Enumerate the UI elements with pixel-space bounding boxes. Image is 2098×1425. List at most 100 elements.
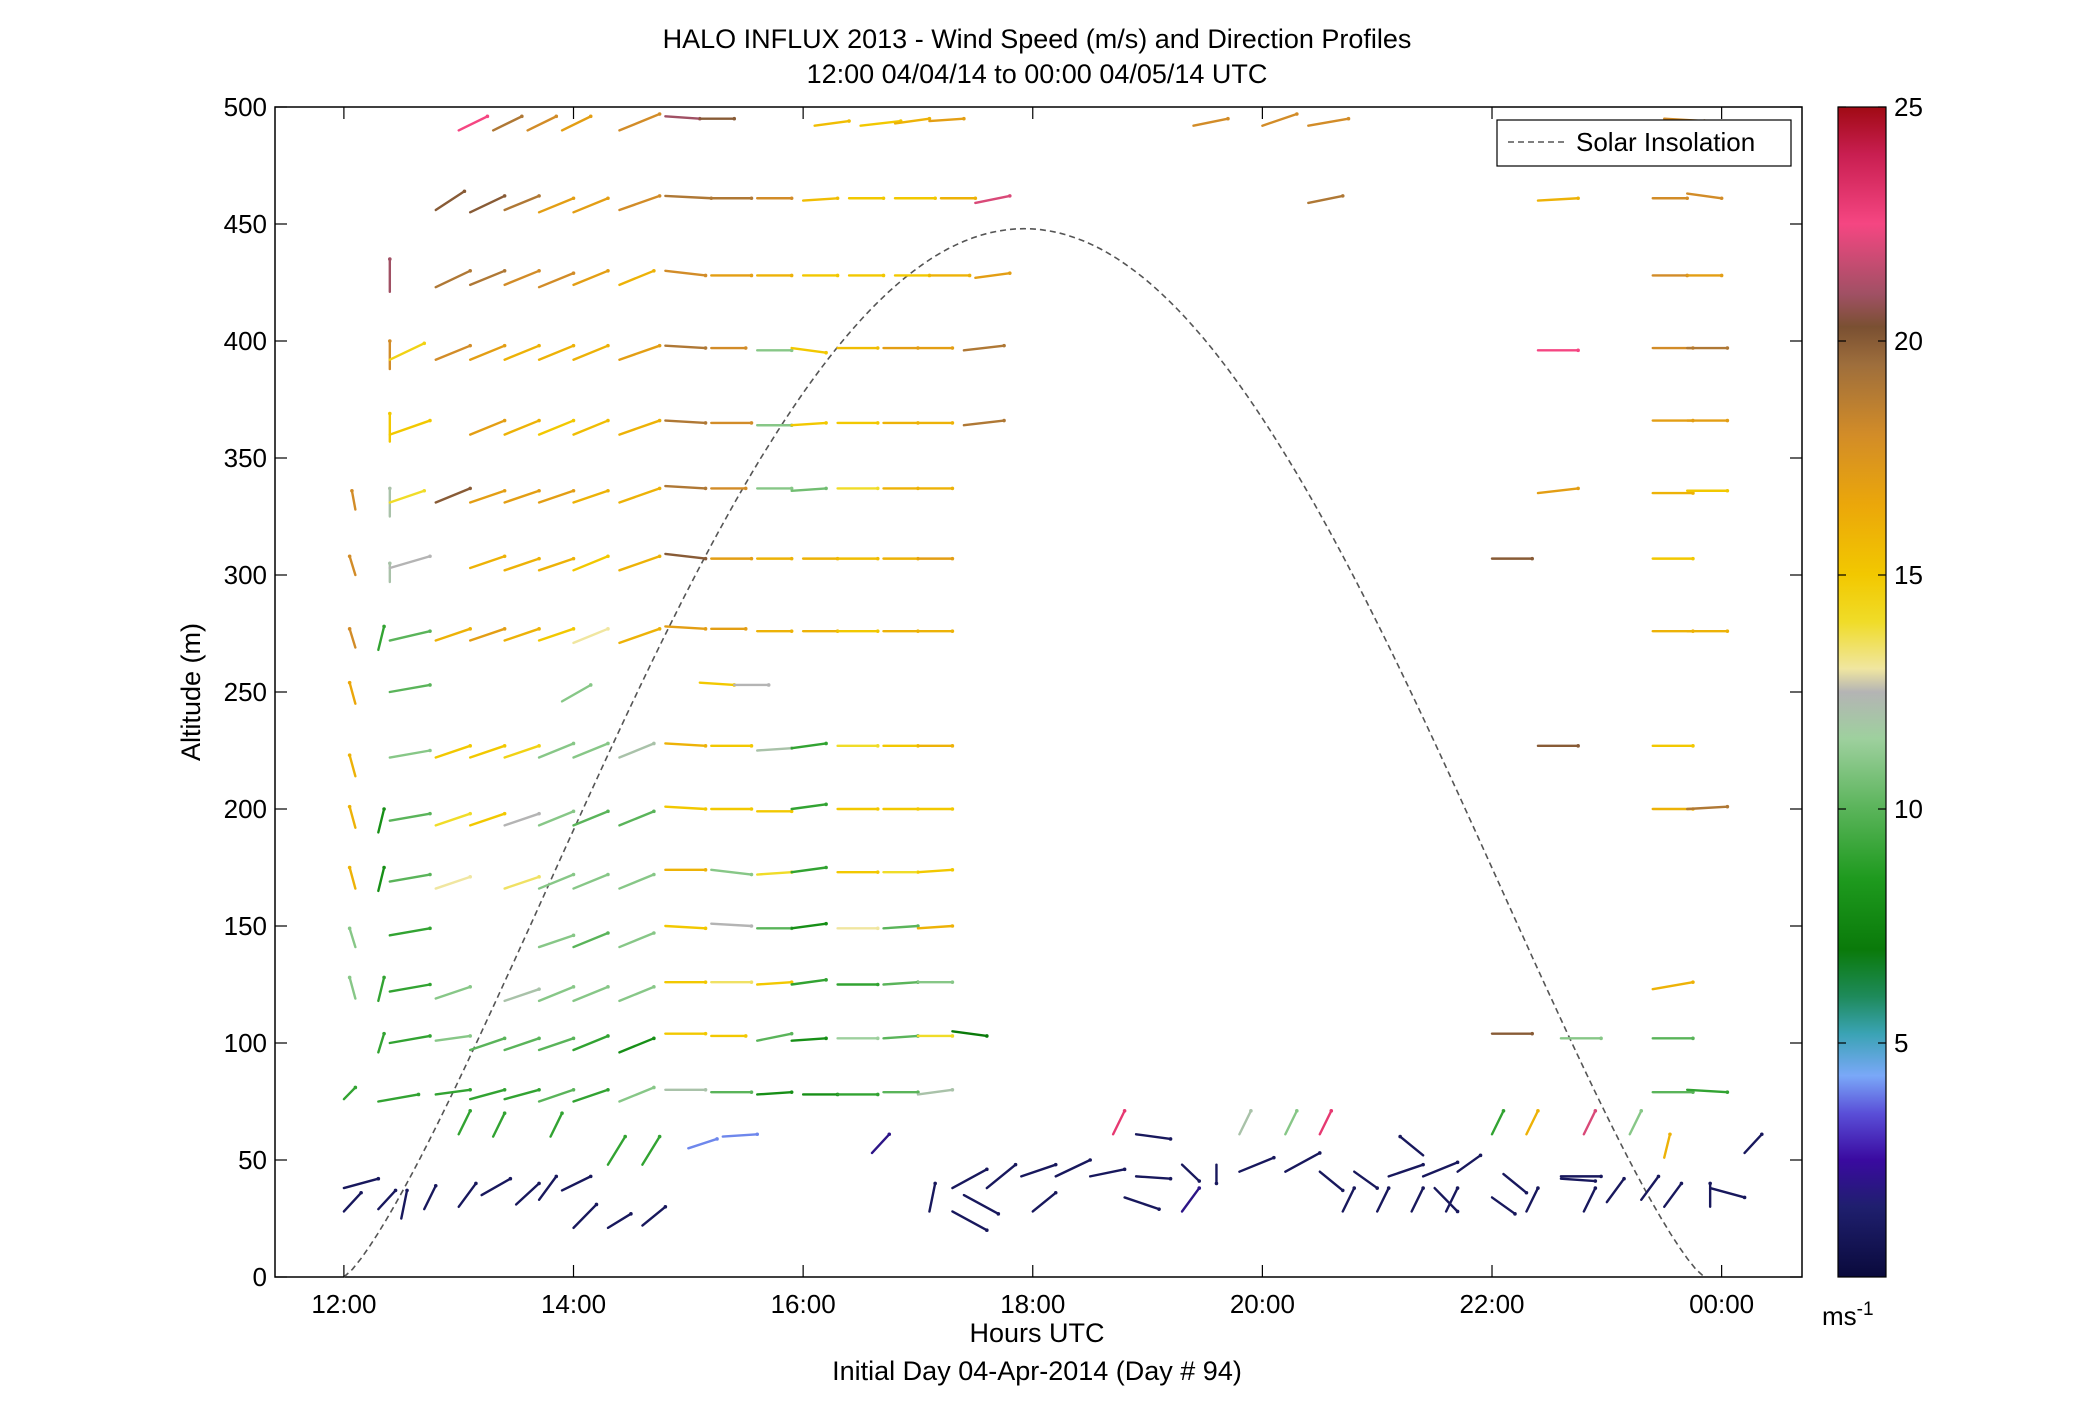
x-tick-label: 20:00 [1230, 1289, 1295, 1319]
wind-barb [962, 1193, 1000, 1216]
wind-barb [1111, 1109, 1126, 1136]
wind-barb-tip [875, 870, 880, 874]
wind-barb [468, 344, 506, 361]
wind-barb [1031, 1191, 1057, 1213]
wind-barb-tip [571, 985, 576, 989]
wind-barb-tip [1249, 1109, 1253, 1113]
wind-barb [560, 683, 592, 703]
wind-barb [756, 1090, 793, 1096]
wind-barb-tip [663, 1205, 668, 1209]
wind-barb-tip [347, 680, 352, 685]
wind-barb-tip [537, 875, 541, 879]
wind-barb-tip [462, 189, 467, 194]
wind-barb [572, 344, 610, 361]
wind-barb [1490, 1196, 1517, 1216]
wind-barb [423, 1184, 437, 1211]
wind-barb [790, 742, 828, 750]
wind-barb [560, 1175, 592, 1192]
wind-barb [664, 552, 707, 560]
wind-barb-tip [875, 744, 880, 748]
wind-barb [377, 1189, 397, 1211]
wind-barb-tip [652, 741, 656, 746]
wind-barb [434, 627, 472, 642]
wind-barb [664, 115, 702, 120]
wind-barb-tip [485, 114, 490, 119]
legend: Solar Insolation [1496, 119, 1792, 167]
wind-barb-tip [824, 865, 828, 870]
wind-barb-tip [468, 486, 472, 491]
wind-barb [1410, 1186, 1425, 1213]
wind-barb [1708, 1186, 1746, 1199]
wind-barb-tip [502, 627, 507, 631]
wind-barb-tip [468, 343, 472, 348]
wind-barb [618, 985, 656, 1003]
wind-barb-tip [703, 486, 708, 491]
wind-barb [537, 627, 575, 642]
wind-barb-tip [588, 1174, 593, 1179]
wind-barb-tip [537, 1181, 541, 1186]
y-axis: 0 50 100 150 200 250 300 350 400 450 500 [224, 92, 1802, 1292]
wind-barb-tip [962, 116, 966, 121]
wind-barb-tip [950, 486, 955, 491]
chart-title: HALO INFLUX 2013 - Wind Speed (m/s) and … [663, 24, 1412, 54]
wind-barb-tip [1668, 1132, 1672, 1137]
wind-barb-tip [468, 1088, 472, 1092]
wind-barb-tip [1007, 271, 1012, 275]
wind-barb-tip [950, 1088, 955, 1092]
wind-barb-tip [606, 554, 610, 559]
y-tick-label: 50 [238, 1145, 267, 1175]
wind-barb-tip [1197, 1179, 1202, 1183]
wind-barb-tip [789, 486, 794, 491]
wind-barb-tip [422, 341, 427, 346]
wind-barb-tip [950, 346, 955, 350]
wind-barb-tip [1122, 1109, 1127, 1113]
wind-barb-tip [468, 811, 472, 816]
wind-barb-tip [743, 346, 748, 350]
wind-barb [1502, 1172, 1528, 1194]
wind-barb [951, 1030, 989, 1038]
wind-barb-tip [1725, 418, 1730, 423]
wind-barb-tip [1691, 491, 1695, 495]
wind-barb [350, 489, 357, 511]
wind-barb [1685, 805, 1729, 811]
wind-barb-tip [875, 1092, 880, 1097]
wind-barb [618, 419, 661, 436]
wind-barb-tip [502, 1111, 507, 1115]
wind-barb [618, 194, 661, 212]
wind-barb [1433, 1186, 1459, 1213]
wind-barb-tip [875, 982, 880, 987]
wind-barb-tip [606, 269, 610, 273]
wind-barb-tip [571, 196, 576, 201]
wind-barb-tip [755, 1132, 760, 1137]
wind-barb [951, 1210, 989, 1232]
wind-barb-tip [606, 1088, 610, 1092]
wind-barb-tip [916, 1090, 920, 1094]
wind-barb-tip [388, 486, 392, 491]
wind-barb-tip [1742, 1195, 1747, 1200]
wind-barb-tip [405, 1188, 409, 1193]
wind-barb-tip [1421, 1186, 1425, 1190]
wind-barb-tip [560, 1111, 564, 1115]
wind-barb [537, 557, 575, 572]
wind-barb [1628, 1109, 1643, 1136]
wind-barb-tip [933, 196, 937, 201]
wind-barb-tip [749, 924, 754, 928]
wind-barb-tip [1317, 1151, 1322, 1155]
wind-barb-tip [703, 744, 708, 748]
wind-barb [388, 812, 432, 822]
x-tick-label: 18:00 [1000, 1289, 1065, 1319]
wind-barb-tip [916, 924, 920, 928]
wind-barb [503, 1037, 541, 1052]
wind-barb-tip [749, 273, 754, 278]
wind-barb [342, 1086, 357, 1101]
wind-barb-tip [629, 1212, 633, 1216]
y-tick-label: 500 [224, 92, 267, 122]
wind-barb-tip [388, 561, 392, 566]
wind-barb [1651, 980, 1695, 991]
wind-barb-tip [1197, 1186, 1202, 1190]
x-axis: 12:00 14:00 16:00 18:00 20:00 22:00 00:00 [311, 107, 1754, 1319]
wind-barb [1134, 1175, 1172, 1180]
wind-barb-tip [502, 418, 507, 423]
wind-barb-tip [950, 421, 955, 425]
wind-barb-tip [1346, 116, 1351, 121]
